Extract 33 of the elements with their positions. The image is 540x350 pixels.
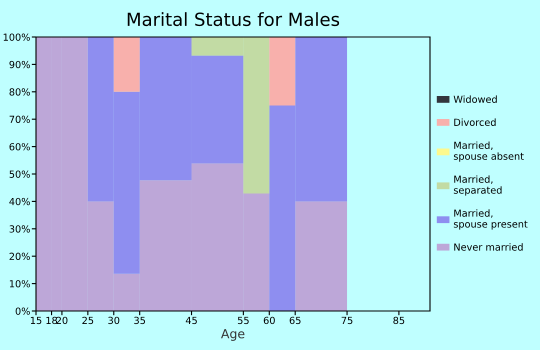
x-tick-label: 18 [46,316,58,324]
legend-label: Widowed [454,95,497,103]
bar [269,37,296,106]
x-tick-label: 20 [56,316,68,324]
y-tick-label: 90% [9,60,30,68]
y-tick-label: 40% [9,198,30,206]
legend-label: Married, spouse present [454,209,528,230]
legend-label: Divorced [454,118,496,126]
y-tick-label: 20% [10,252,30,260]
x-tick-label: 15 [30,316,42,324]
y-tick-label: 50% [10,170,30,178]
x-tick-label: 45 [186,316,197,324]
y-tick-label: 60% [10,143,30,150]
x-tick-label: 65 [290,316,301,324]
x-tick-label: 35 [134,316,146,324]
y-tick-label: 0% [16,307,30,315]
x-tick-label: 30 [108,316,120,324]
legend-label: Married, spouse absent [454,141,524,162]
x-tick-label: 60 [264,316,275,324]
x-axis-title: Age [221,329,244,341]
x-tick-label: 25 [82,316,94,324]
chart-title: Marital Status for Males [128,12,340,26]
bar [114,37,140,92]
y-tick-label: 70% [10,116,30,124]
y-tick-label: 80% [9,88,30,96]
y-tick-label: 30% [10,225,30,233]
x-tick-label: 55 [238,316,249,324]
y-tick-label: 10% [10,280,30,288]
x-tick-label: 85 [393,316,404,324]
legend-label: Married, separated [454,175,502,196]
x-tick-label: 75 [342,316,352,324]
y-tick-label: 100% [4,33,30,41]
legend-label: Never married [454,243,523,251]
